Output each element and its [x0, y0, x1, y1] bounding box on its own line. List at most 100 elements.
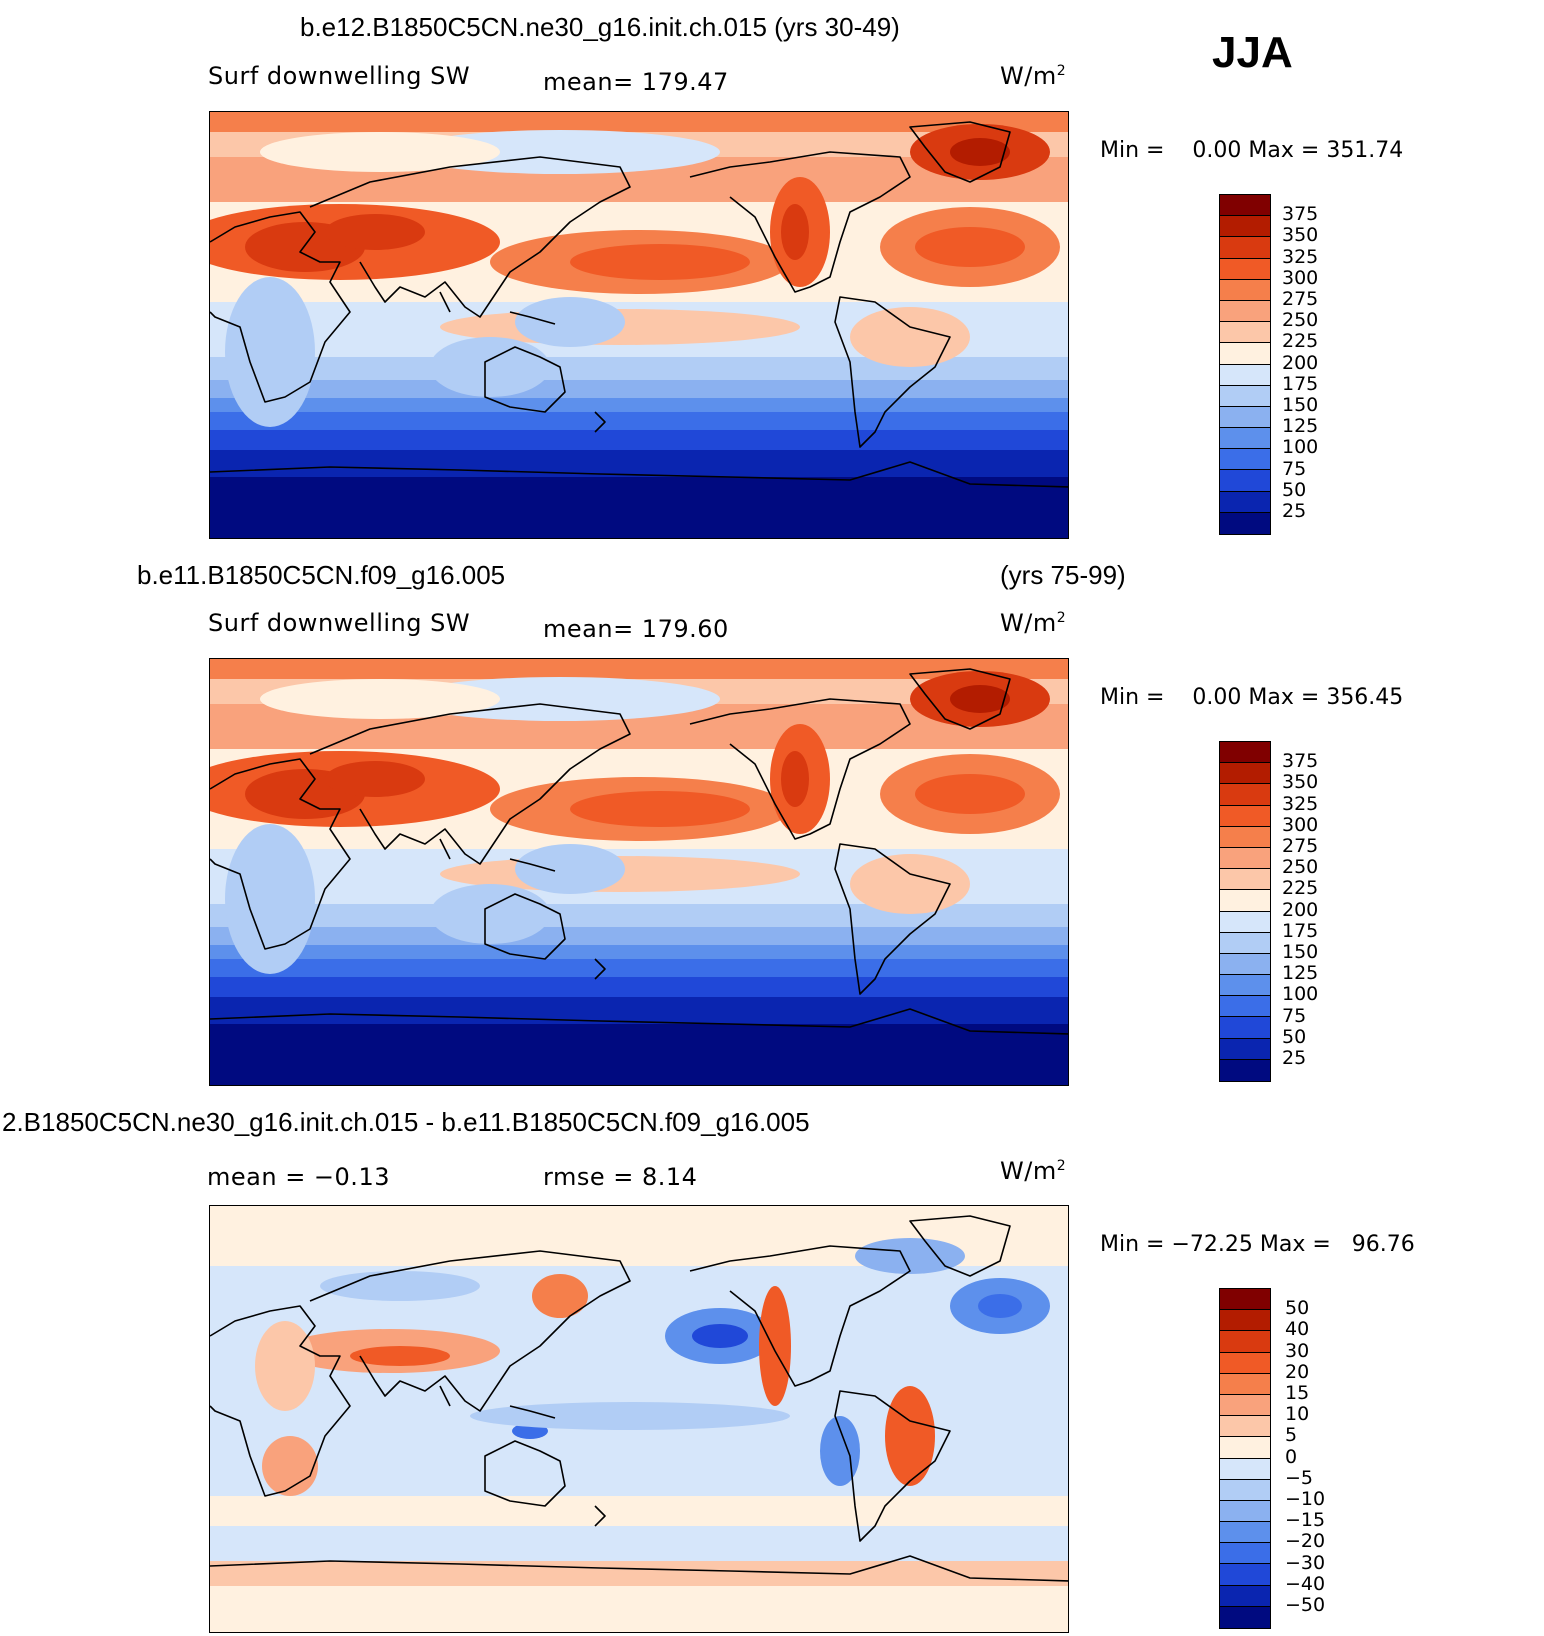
coastline [309, 703, 631, 865]
panel3-units: W/m2 [1000, 1157, 1067, 1185]
colorbar-box [1220, 449, 1270, 471]
colorbar-box [1220, 385, 1270, 407]
panel1-min-max: Min = 0.00 Max = 351.74 [1100, 138, 1404, 163]
colorbar-box [1220, 1038, 1270, 1060]
colorbar-box [1220, 932, 1270, 954]
panel1-units: W/m2 [1000, 62, 1067, 90]
field-band [210, 1024, 1068, 1085]
field-band [210, 430, 1068, 450]
field-band [210, 977, 1068, 997]
coastline [909, 668, 1011, 730]
coastline [594, 1505, 606, 1527]
panel2-map [209, 658, 1069, 1086]
field-band [210, 412, 1068, 430]
colorbar-tick-label: −30 [1285, 1551, 1326, 1574]
coastline [210, 1555, 1068, 1582]
colorbar-tick-label: 40 [1285, 1318, 1310, 1341]
colorbar-box [1220, 847, 1270, 870]
field-blob [692, 1324, 748, 1348]
field-blob [430, 884, 550, 944]
field-blob [260, 132, 500, 172]
colorbar-box [1220, 1585, 1270, 1607]
field-blob [570, 244, 750, 280]
colorbar-box [1220, 1543, 1270, 1565]
colorbar-tick-label: 50 [1282, 478, 1307, 501]
coastline [689, 151, 911, 293]
coastline [689, 1245, 911, 1387]
field-band [210, 1586, 1068, 1632]
field-band [210, 945, 1068, 959]
colorbar-tick-label: 25 [1282, 500, 1307, 522]
coastline [210, 461, 1068, 488]
colorbar-tick-label: −15 [1285, 1509, 1326, 1532]
coastline [439, 291, 451, 313]
colorbar-box [1220, 470, 1270, 492]
colorbar-tick-label: 25 [1282, 1047, 1307, 1069]
colorbar-tick-label: 150 [1282, 394, 1319, 416]
panel3-map-svg [210, 1206, 1068, 1632]
field-band [210, 1561, 1068, 1586]
field-blob [470, 1402, 790, 1430]
colorbar-tick-label: 325 [1282, 245, 1319, 268]
colorbar-box [1220, 1352, 1270, 1374]
field-blob [350, 1346, 450, 1366]
field-band [210, 477, 1068, 538]
field-blob [915, 774, 1025, 814]
colorbar-tick-label: 75 [1282, 1004, 1307, 1027]
field-blob [978, 1294, 1022, 1318]
colorbar-tick-label: 250 [1282, 309, 1319, 332]
colorbar-tick-label: −50 [1285, 1594, 1326, 1616]
field-band [210, 112, 1068, 132]
colorbar-box [1220, 364, 1270, 386]
colorbar-tick-label: 50 [1285, 1297, 1310, 1320]
colorbar-box [1220, 1522, 1270, 1544]
colorbar-box [1220, 805, 1270, 827]
field-blob [325, 214, 425, 250]
colorbar-box [1220, 1416, 1270, 1438]
coastline [210, 1008, 1068, 1035]
colorbar-box [1220, 1564, 1270, 1586]
colorbar-box [1220, 322, 1270, 344]
colorbar-tick-label: 125 [1282, 962, 1319, 985]
coastline [509, 1405, 556, 1419]
colorbar-box [1220, 890, 1270, 912]
colorbar-box [1220, 1606, 1270, 1628]
colorbar-box [1220, 300, 1270, 323]
field-blob [255, 1321, 315, 1411]
colorbar-tick-label: 175 [1282, 372, 1319, 395]
field-blob [532, 1274, 588, 1318]
coastline [484, 1440, 566, 1507]
colorbar-tick-label: 350 [1282, 771, 1319, 794]
colorbar-tick-label: 250 [1282, 856, 1319, 879]
field-band [210, 1496, 1068, 1526]
field-blob [570, 791, 750, 827]
colorbar-tick-label: 10 [1285, 1403, 1310, 1426]
panel3-colorbar [1219, 1288, 1271, 1629]
field-band [210, 927, 1068, 945]
field-blob [260, 679, 500, 719]
colorbar-tick-label: 100 [1282, 983, 1319, 1006]
colorbar-tick-label: 50 [1282, 1025, 1307, 1048]
colorbar-box [1220, 1500, 1270, 1523]
colorbar-box [1220, 406, 1270, 429]
colorbar-tick-label: 15 [1285, 1382, 1310, 1404]
colorbar-box [1220, 869, 1270, 891]
field-blob [781, 751, 809, 807]
panel2-colorbar [1219, 741, 1271, 1082]
coastline [509, 858, 556, 872]
panel1-title: b.e12.B1850C5CN.ne30_g16.init.ch.015 (yr… [300, 12, 900, 42]
colorbar-tick-label: 200 [1282, 351, 1319, 374]
colorbar-box [1220, 784, 1270, 806]
colorbar-tick-label: 300 [1282, 266, 1319, 289]
field-band [210, 450, 1068, 477]
field-band [210, 380, 1068, 398]
coastline [309, 156, 631, 318]
colorbar-box [1220, 1331, 1270, 1353]
field-band [210, 904, 1068, 927]
colorbar-tick-label: −10 [1285, 1488, 1326, 1510]
colorbar-tick-label: 20 [1285, 1360, 1310, 1383]
colorbar-tick-label: −5 [1285, 1466, 1314, 1489]
field-blob [950, 685, 1010, 713]
colorbar-tick-label: 225 [1282, 877, 1319, 900]
colorbar-tick-label: 375 [1282, 203, 1319, 226]
